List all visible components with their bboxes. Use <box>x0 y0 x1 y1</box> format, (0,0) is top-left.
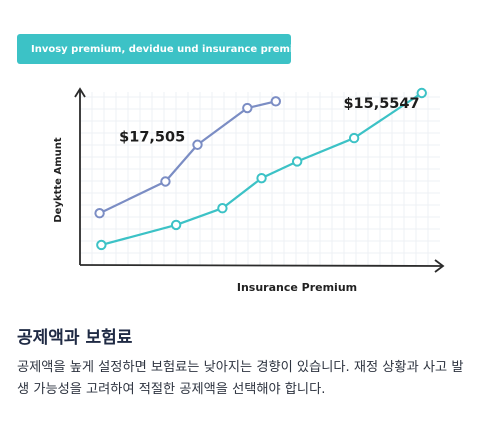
y-axis-label: Deyktte Amunt <box>53 137 64 222</box>
data-point <box>291 156 303 167</box>
data-point <box>192 139 203 150</box>
chart-title-label: Invosy premium, devidue und insurance pr… <box>31 43 311 55</box>
x-axis-line <box>79 264 443 267</box>
data-point <box>270 96 281 107</box>
data-point <box>160 176 171 187</box>
data-point <box>96 239 107 251</box>
data-point <box>416 87 427 99</box>
data-point <box>242 102 253 114</box>
data-point <box>256 172 267 184</box>
y-axis-arrow <box>74 87 86 98</box>
data-point <box>170 219 182 231</box>
data-label: $17,505 <box>119 129 185 145</box>
chart-labels: $17,505 $15,5547 <box>119 96 419 145</box>
chart-axes: Insurance Premium Deyktte Amunt <box>53 87 445 294</box>
data-label: $15,5547 <box>343 96 419 112</box>
x-axis-arrow <box>434 259 445 273</box>
chart-series <box>94 87 427 251</box>
data-point <box>348 132 360 144</box>
section-body: 공제액을 높게 설정하면 보험료는 낮아지는 경향이 있습니다. 재정 상황과 … <box>17 360 464 397</box>
data-point <box>217 203 228 214</box>
section-title: 공제액과 보험료 <box>17 328 133 348</box>
data-point <box>94 208 105 219</box>
chart-title-banner: Invosy premium, devidue und insurance pr… <box>17 34 311 64</box>
x-axis-label: Insurance Premium <box>237 281 357 294</box>
